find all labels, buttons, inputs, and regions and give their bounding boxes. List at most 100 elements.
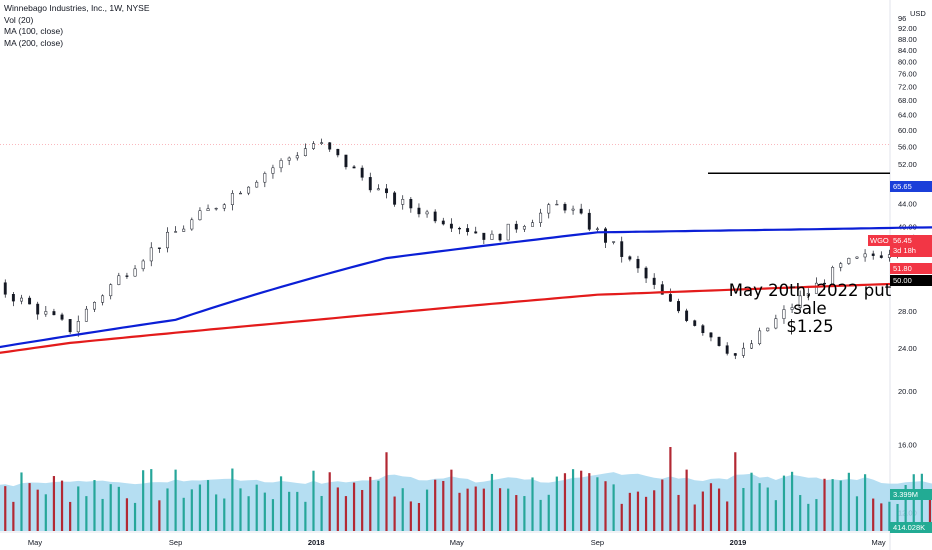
volume-bar — [831, 479, 834, 531]
candle-body — [620, 241, 624, 257]
candle-body — [157, 247, 161, 249]
volume-bar — [279, 476, 283, 531]
volume-bar — [328, 472, 331, 531]
volume-bar — [401, 488, 404, 531]
volume-bar — [247, 496, 250, 531]
candle-body — [806, 293, 810, 297]
volume-bar — [442, 480, 445, 531]
candle-body — [441, 220, 445, 225]
candle-body — [133, 268, 137, 277]
candle-body — [490, 233, 494, 240]
candle-body — [855, 256, 859, 259]
volume-bar — [742, 487, 745, 531]
volume-bar — [596, 477, 599, 531]
candle-body — [109, 284, 113, 297]
volume-bar — [28, 483, 31, 531]
volume-bar — [644, 496, 648, 531]
volume-bar — [109, 484, 112, 531]
candle-body — [774, 318, 778, 329]
candle-body — [44, 311, 48, 315]
candle-body — [522, 226, 526, 230]
candle-body — [506, 223, 510, 241]
candle-body — [287, 157, 291, 161]
candle-body — [831, 267, 835, 285]
y-tick-label: 92.00 — [898, 24, 917, 33]
candle-body — [725, 345, 729, 354]
y-tick-label: 64.00 — [898, 111, 917, 120]
candle-body — [555, 203, 559, 206]
candle-body — [798, 295, 802, 308]
candle-body — [814, 282, 818, 294]
volume-bar — [393, 496, 396, 531]
volume-bar — [85, 496, 88, 531]
x-tick-label: 2018 — [308, 538, 325, 547]
y-tick-label: 96 — [898, 14, 906, 23]
y-tick-label: 44.00 — [898, 200, 917, 209]
candle-body — [60, 314, 64, 320]
candle-body — [409, 199, 413, 209]
volume-bar — [661, 479, 664, 531]
volume-bar — [296, 491, 299, 531]
candle-body — [863, 253, 867, 258]
volume-bar — [498, 488, 502, 531]
volume-bar — [69, 501, 72, 531]
candle-body — [344, 154, 348, 168]
y-tick-label: 76.00 — [898, 70, 917, 79]
annotation-line-2: $1.25 — [786, 317, 834, 336]
candle-body — [312, 143, 315, 149]
candle-body — [733, 353, 737, 356]
volume-bar — [239, 488, 242, 531]
volume-bar — [409, 501, 412, 531]
candle-body — [417, 207, 421, 215]
candle-body — [636, 258, 640, 269]
candle-body — [466, 228, 470, 232]
volume-bar — [12, 501, 15, 531]
volume-bar — [807, 503, 810, 531]
candle-body — [84, 308, 88, 322]
indicator-ma100[interactable]: MA (100, close) — [4, 26, 64, 36]
indicator-volume[interactable]: Vol (20) — [4, 14, 34, 25]
candle-body — [76, 321, 80, 333]
volume-bar — [20, 472, 23, 531]
volume-bar — [385, 452, 388, 531]
candle-body — [790, 307, 794, 310]
candle-body — [3, 282, 7, 295]
volume-bar — [158, 500, 161, 531]
candle-body — [677, 301, 680, 312]
volume-bar — [847, 472, 850, 531]
x-tick-label: 2019 — [730, 538, 747, 547]
volume-bar — [44, 494, 47, 531]
volume-bar — [166, 488, 169, 531]
x-tick-label: Sep — [169, 538, 182, 547]
candle-body — [255, 181, 259, 188]
y-tick-label: 60.00 — [898, 126, 917, 135]
ma100-line — [0, 226, 932, 349]
ma100-badge: 65.65 — [890, 181, 932, 192]
candle-body — [612, 241, 616, 243]
volume-bar — [507, 488, 510, 531]
volume-bar — [717, 488, 721, 531]
candle-body — [263, 173, 267, 183]
volume-bar — [133, 502, 137, 531]
volume-bar — [604, 481, 607, 531]
strike-badge: 50.00 — [890, 275, 932, 286]
volume-bar — [823, 478, 826, 531]
volume-bar — [782, 475, 786, 531]
candle-body — [401, 199, 405, 205]
volume-bar — [361, 489, 364, 531]
volume-bar — [677, 494, 680, 531]
candle-body — [571, 208, 575, 211]
candle-body — [352, 166, 356, 169]
candle-body — [141, 260, 145, 270]
candle-body — [847, 258, 851, 264]
candle-body — [758, 330, 762, 345]
volume-bar — [531, 477, 534, 531]
candle-body — [336, 148, 340, 156]
indicator-ma200[interactable]: MA (200, close) — [4, 37, 64, 48]
y-tick-label: 16.00 — [898, 440, 917, 449]
x-tick-label: Sep — [591, 538, 604, 547]
chart-title: Winnebago Industries, Inc., 1W, NYSE — [4, 3, 150, 13]
volume-bar — [77, 486, 80, 531]
volume-bar — [880, 503, 883, 531]
